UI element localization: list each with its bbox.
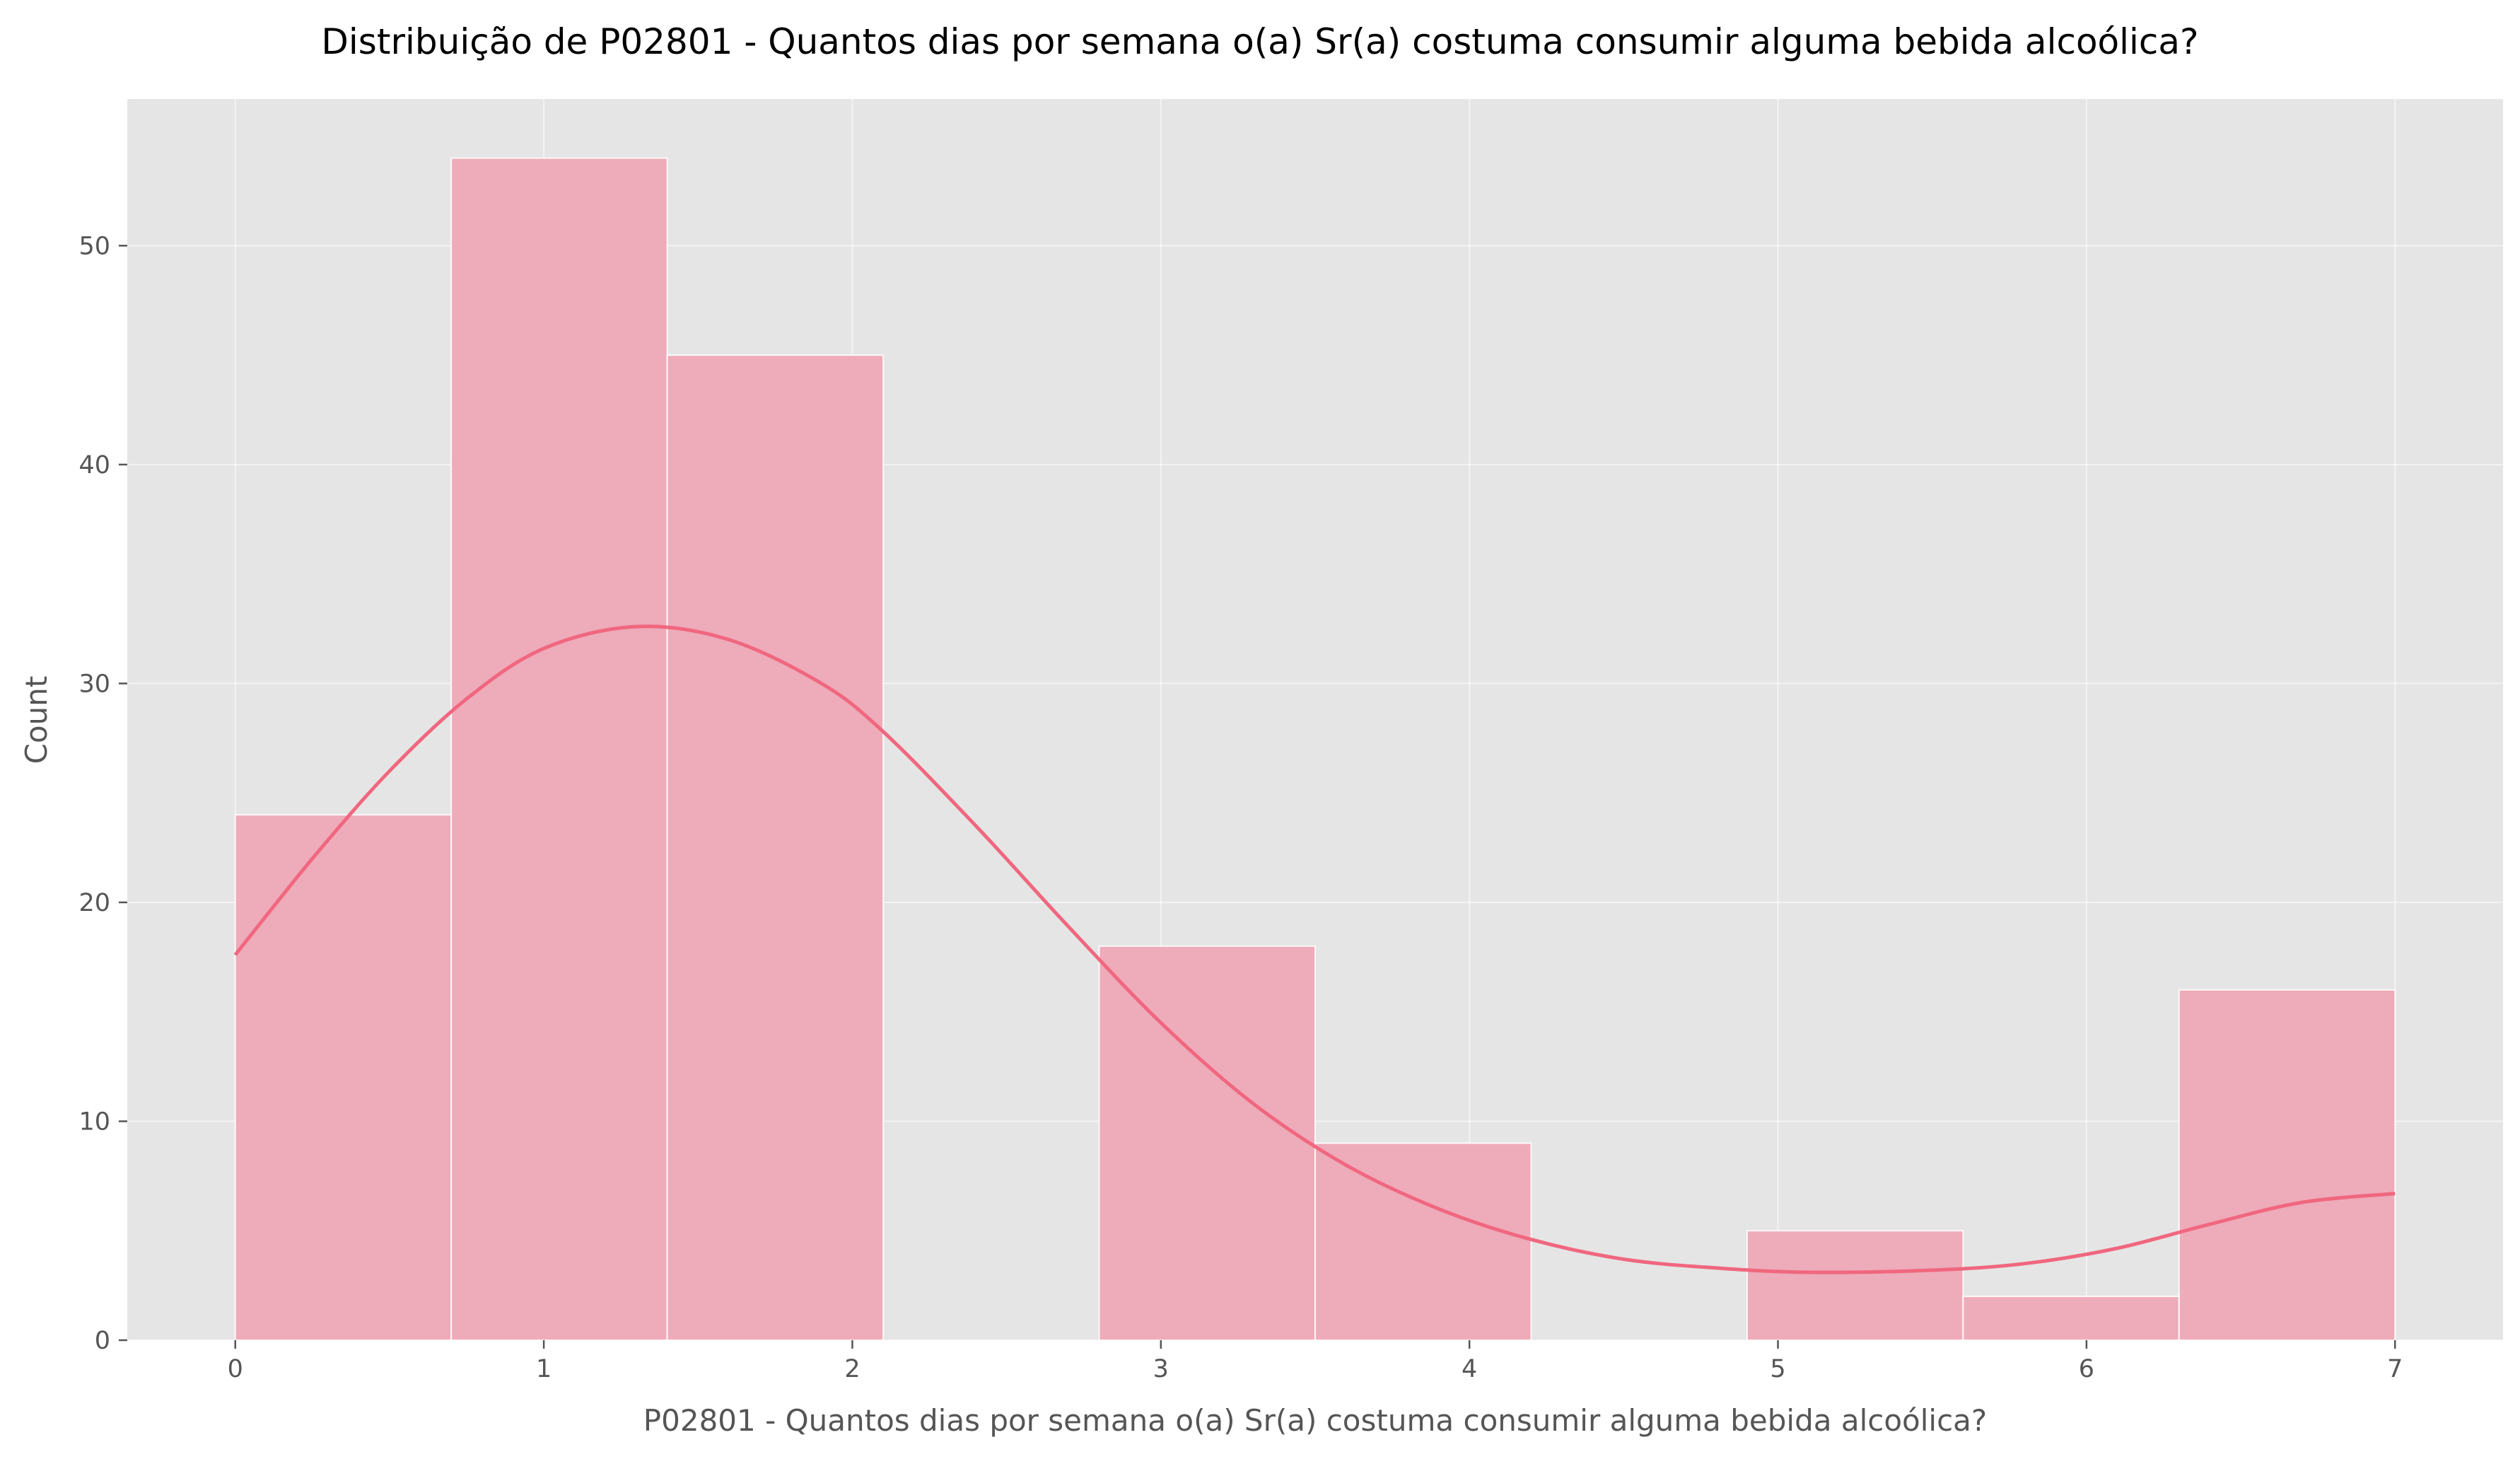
histogram-bar	[666, 354, 885, 1342]
x-tick-label: 7	[2387, 1355, 2403, 1383]
y-tick-label: 50	[78, 232, 110, 260]
histogram-bars	[234, 157, 2396, 1342]
x-tick-label: 1	[536, 1355, 552, 1383]
kde-curve	[233, 624, 2396, 1274]
x-tick-label: 6	[2079, 1355, 2094, 1383]
y-tick-label: 40	[78, 451, 110, 479]
y-axis-label: Count	[19, 676, 54, 765]
x-tick-label: 3	[1153, 1355, 1169, 1383]
x-tick-label: 2	[844, 1355, 860, 1383]
histogram-bar	[234, 814, 453, 1341]
x-axis-label: P02801 - Quantos dias por semana o(a) Sr…	[643, 1403, 1987, 1438]
histogram-bar	[1962, 1296, 2180, 1341]
histogram-bar	[1746, 1230, 1964, 1341]
histogram-bar	[1314, 1142, 1532, 1342]
x-axis-ticks: 0 1 2 3 4 5 6 7	[228, 1340, 2403, 1383]
x-tick-label: 5	[1770, 1355, 1785, 1383]
histogram-bar	[450, 157, 668, 1342]
y-axis-ticks: 0 10 20 30 40 50	[78, 232, 127, 1355]
x-tick-label: 4	[1462, 1355, 1477, 1383]
y-tick-label: 10	[78, 1108, 110, 1136]
y-tick-label: 0	[95, 1327, 110, 1355]
histogram-bar	[1098, 945, 1316, 1342]
chart-title: Distribuição de P02801 - Quantos dias po…	[321, 21, 2198, 62]
y-tick-label: 30	[78, 670, 110, 698]
x-tick-label: 0	[228, 1355, 243, 1383]
y-tick-label: 20	[78, 889, 110, 917]
histogram-bar	[2178, 989, 2396, 1342]
